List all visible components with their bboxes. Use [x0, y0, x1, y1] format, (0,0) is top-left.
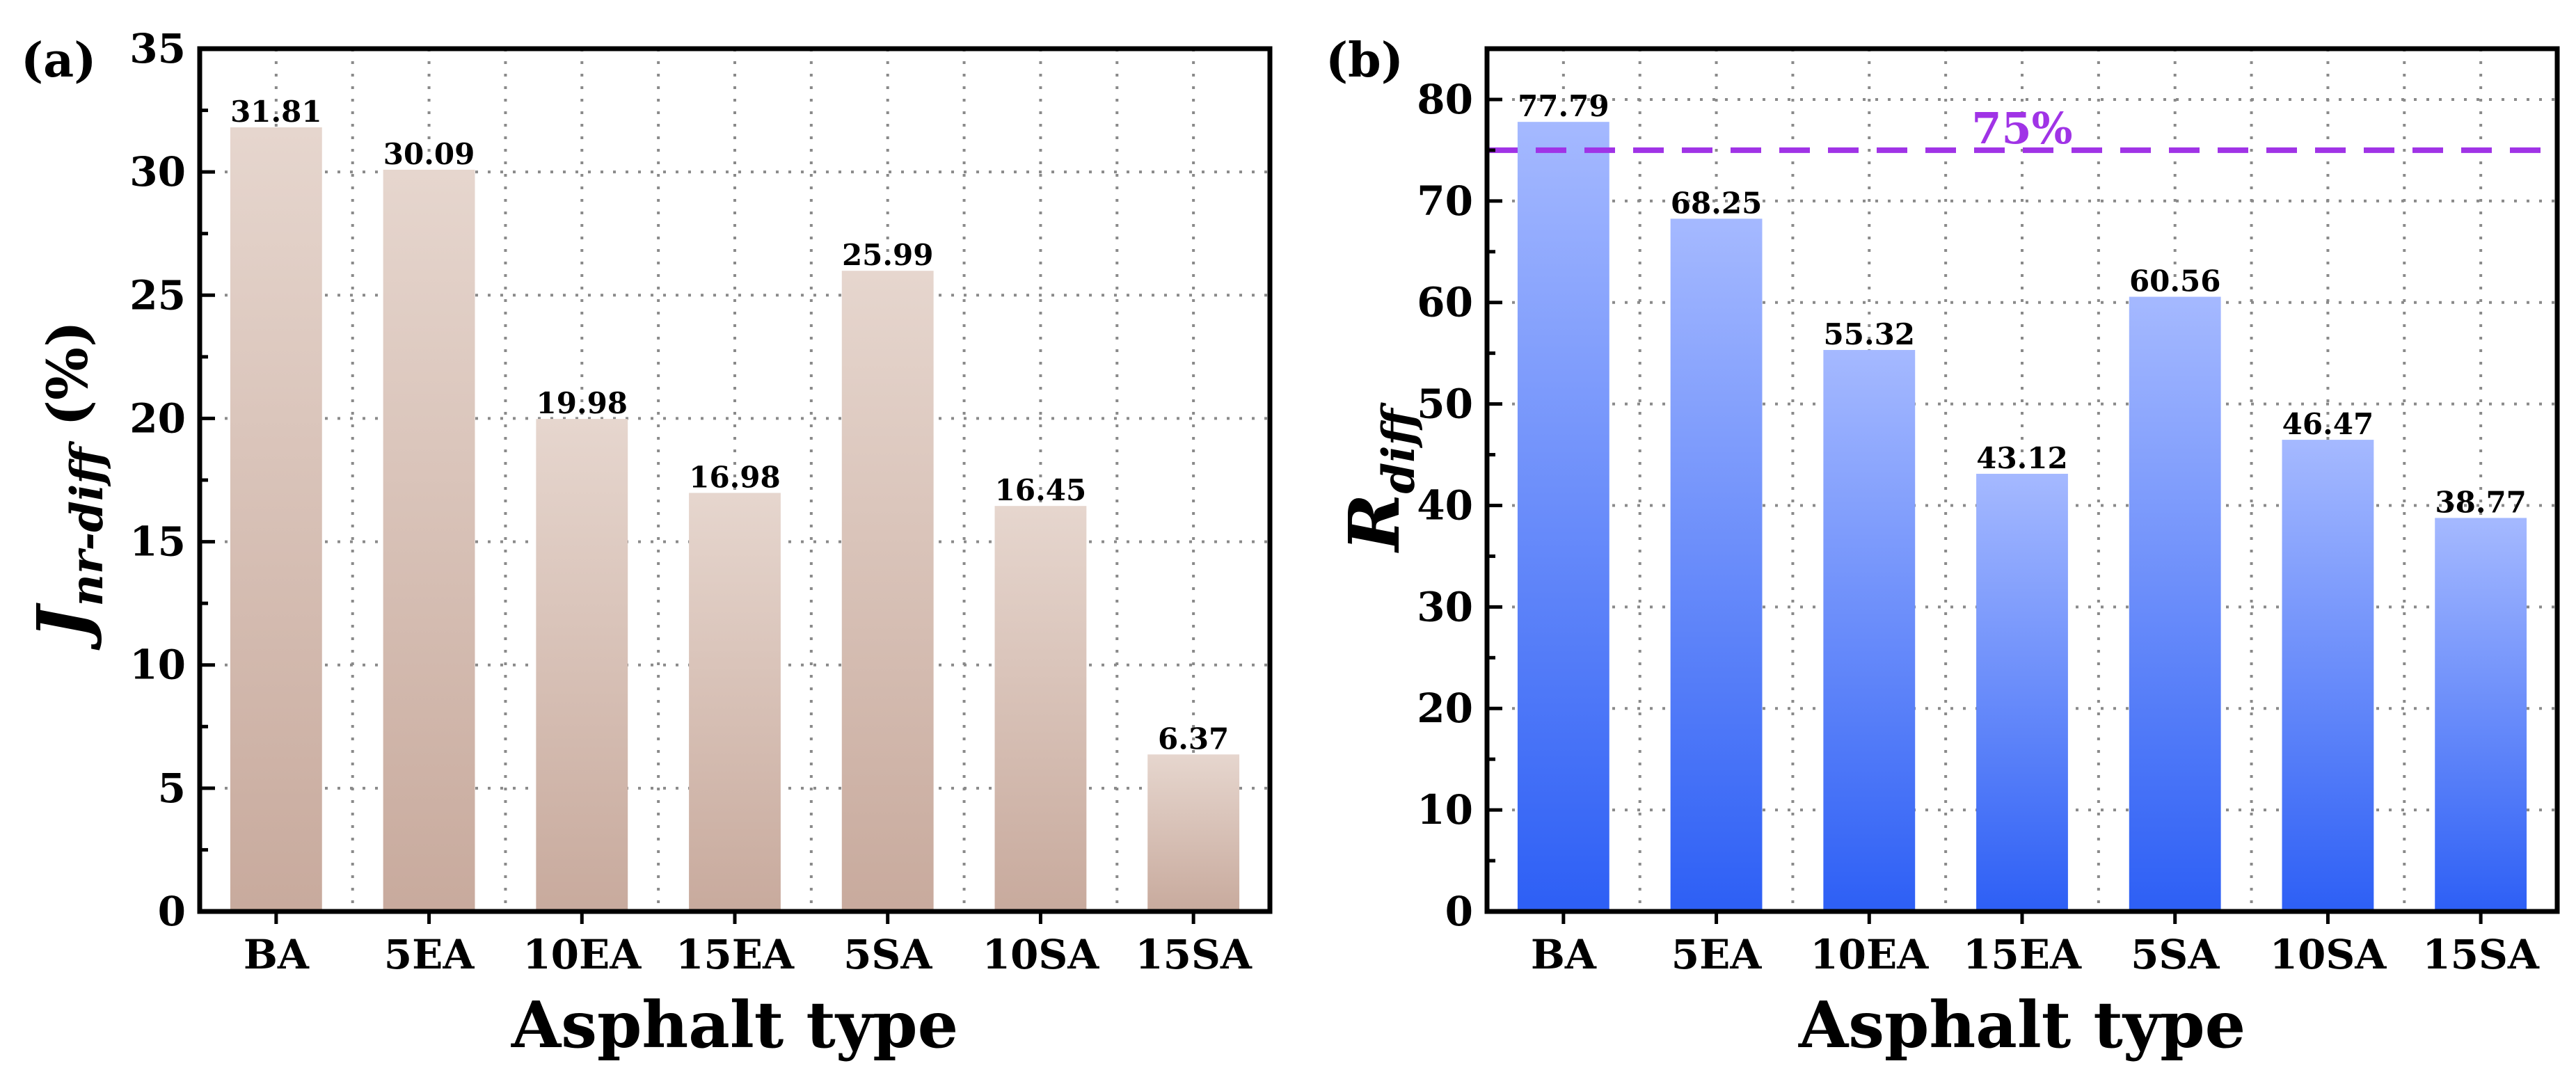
y-tick-label: 10 — [1417, 786, 1473, 834]
data-label-15SA: 38.77 — [2435, 485, 2527, 519]
bar-10EA — [536, 419, 628, 911]
data-label-5SA: 25.99 — [842, 238, 934, 272]
bar-10SA — [2282, 440, 2374, 911]
x-tick-label: 15SA — [1135, 931, 1253, 978]
panel-a-data-labels: 31.81 30.09 19.98 16.98 25.99 16.45 6.37 — [230, 95, 1229, 756]
panel-b-y-axis-main: R — [1333, 493, 1415, 553]
x-tick-label: 10SA — [983, 931, 1100, 978]
panel-b-plot-frame — [1484, 46, 2560, 914]
x-tick-label: 15SA — [2422, 931, 2540, 978]
y-tick-label: 80 — [1417, 76, 1473, 123]
y-tick-label: 40 — [1417, 481, 1473, 529]
panel-b-rdiff-chart: 75% 77.7968.2555.3243.1260.5646.4738.77 … — [1326, 33, 2560, 1062]
y-tick-label: 60 — [1417, 279, 1473, 326]
x-tick-label: 15EA — [676, 931, 795, 978]
panel-b-bars — [1517, 122, 2527, 912]
y-tick-label: 0 — [158, 888, 186, 935]
y-tick-label: 35 — [129, 25, 186, 72]
x-tick-label: 5SA — [2131, 931, 2220, 978]
y-tick-label: 0 — [1445, 888, 1473, 935]
x-tick-label: BA — [1531, 931, 1597, 978]
panel-a-x-axis-title: Asphalt type — [511, 987, 958, 1062]
panel-b-data-labels: 77.79 68.25 55.32 43.12 60.56 46.47 38.77 — [1518, 89, 2527, 519]
bar-5SA — [2129, 296, 2221, 911]
x-tick-label: 5EA — [384, 931, 475, 978]
panel-b-ticks: 0 10 20 30 40 50 60 70 80 BA 5EA 10EA 15EA 5SA 10SA 15S… — [1417, 76, 2540, 978]
bar-10SA — [994, 506, 1087, 911]
x-tick-label: 10EA — [1810, 931, 1929, 978]
data-label-15EA: 43.12 — [1976, 441, 2068, 475]
panel-a-ticks: 0 5 10 15 20 25 30 35 BA 5EA 10EA 15EA 5SA 10SA 15SA — [129, 25, 1253, 978]
bar-15SA — [2435, 518, 2527, 911]
data-label-BA: 77.79 — [1518, 89, 1609, 123]
data-label-10SA: 16.45 — [995, 473, 1087, 507]
panel-b-y-axis-title: Rdiff — [1333, 401, 1425, 553]
y-tick-label: 20 — [1417, 685, 1473, 732]
data-label-10EA: 19.98 — [536, 386, 628, 420]
y-tick-label: 30 — [1417, 583, 1473, 630]
bar-15EA — [1976, 473, 2068, 911]
data-label-5EA: 30.09 — [383, 137, 475, 171]
data-label-15EA: 16.98 — [689, 460, 781, 494]
bar-5EA — [1670, 218, 1763, 912]
bar-15SA — [1147, 754, 1240, 911]
x-tick-label: BA — [244, 931, 310, 978]
data-label-5EA: 68.25 — [1671, 186, 1763, 220]
bar-5SA — [841, 271, 934, 911]
y-tick-label: 50 — [1417, 381, 1473, 428]
bar-5EA — [383, 169, 475, 911]
reference-line-label: 75% — [1971, 103, 2072, 154]
panel-a-y-axis-title: Jnr-diff (%) — [22, 321, 113, 651]
data-label-BA: 31.81 — [230, 95, 322, 129]
panel-a-y-axis-subscript: nr-diff — [61, 440, 113, 607]
panel-a-jnr-diff-chart: 31.81 30.09 19.98 16.98 25.99 16.45 6.37 0 5 10 1… — [21, 25, 1273, 1062]
bar-10EA — [1823, 349, 1916, 911]
x-tick-label: 10SA — [2270, 931, 2387, 978]
x-tick-label: 5SA — [843, 931, 932, 978]
data-label-10EA: 55.32 — [1824, 317, 1916, 351]
panel-a-y-axis-unit: (%) — [35, 321, 100, 427]
bar-BA — [230, 127, 322, 912]
y-tick-label: 15 — [129, 518, 186, 566]
x-tick-label: 10EA — [523, 931, 642, 978]
panel-a-label: (a) — [21, 33, 96, 88]
panel-b-y-axis-subscript: diff — [1373, 401, 1425, 493]
panel-a-y-axis-main: J — [22, 603, 104, 651]
bar-15EA — [689, 493, 781, 911]
data-label-10SA: 46.47 — [2282, 407, 2374, 441]
panel-b-x-axis-title: Asphalt type — [1798, 987, 2245, 1062]
y-tick-label: 25 — [129, 271, 186, 319]
data-label-15SA: 6.37 — [1158, 722, 1229, 756]
x-tick-label: 5EA — [1671, 931, 1763, 978]
y-tick-label: 10 — [129, 641, 186, 689]
data-label-5SA: 60.56 — [2129, 264, 2221, 298]
bar-BA — [1517, 122, 1609, 912]
panel-b-label: (b) — [1326, 33, 1404, 88]
panel-b-reference-line: 75% — [1487, 103, 2557, 154]
y-tick-label: 5 — [158, 765, 186, 812]
panel-a-gridlines — [200, 49, 1270, 911]
y-tick-label: 20 — [129, 394, 186, 442]
panel-a-plot-frame — [197, 46, 1273, 914]
panel-a-bars — [230, 127, 1240, 912]
x-tick-label: 15EA — [1963, 931, 2082, 978]
y-tick-label: 30 — [129, 148, 186, 196]
y-tick-label: 70 — [1417, 177, 1473, 225]
panel-b-gridlines — [1487, 49, 2557, 911]
